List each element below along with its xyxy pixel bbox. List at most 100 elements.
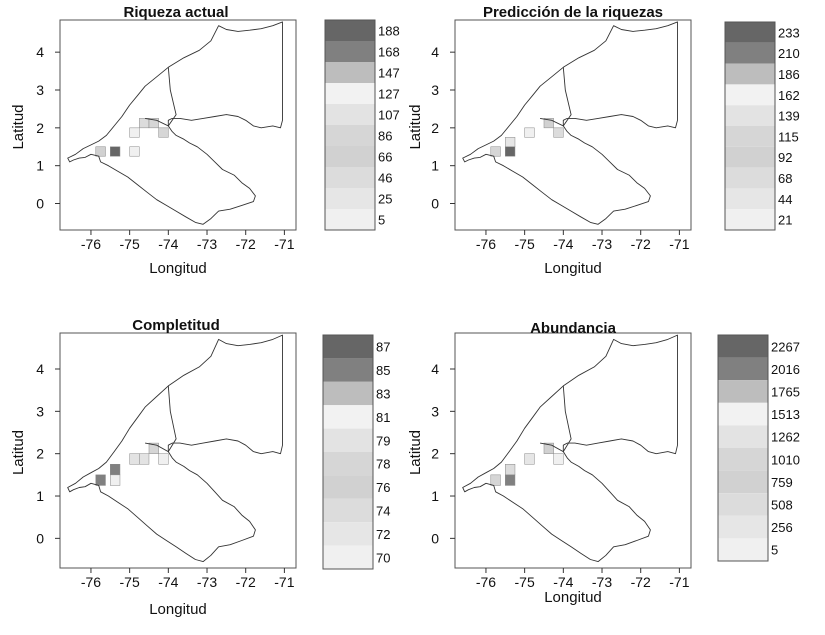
heatmap-cell <box>110 464 121 476</box>
legend-label: 233 <box>778 25 800 40</box>
legend-label: 5 <box>378 213 385 228</box>
heatmap-cell <box>148 118 159 129</box>
legend-swatch <box>725 126 775 147</box>
heatmap-cell <box>148 442 159 454</box>
x-tick-label: -76 <box>476 236 496 252</box>
heatmap-cell <box>129 453 140 465</box>
map-panel-3: -76 -75 -74 -73 -72 -71 0 1 2 3 4 Completitud Longit… <box>10 317 390 618</box>
legend-label: 92 <box>778 150 792 165</box>
legend-swatch <box>323 358 373 382</box>
heatmap-cell <box>95 146 106 157</box>
plot-frame <box>454 332 692 569</box>
heatmap-cell <box>553 453 564 465</box>
x-tick-label: -75 <box>120 574 140 590</box>
x-axis-label: Longitud <box>149 601 207 618</box>
y-tick-label: 3 <box>36 403 44 419</box>
x-tick-label: -76 <box>81 574 101 590</box>
heatmap-cell <box>490 146 501 157</box>
x-tick-label: -72 <box>236 574 256 590</box>
legend-label: 1513 <box>771 407 800 422</box>
heatmap-cell <box>543 118 554 129</box>
legend: 188 168 147 127 107 86 66 46 25 5 <box>324 19 400 231</box>
legend-swatch <box>323 428 373 452</box>
x-tick-label: -75 <box>515 236 535 252</box>
legend-label: 46 <box>378 171 392 186</box>
legend-label: 256 <box>771 520 793 535</box>
legend-label: 1262 <box>771 430 800 445</box>
x-tick-label: -73 <box>197 236 217 252</box>
y-tick-label: 2 <box>36 446 44 462</box>
legend-label: 68 <box>778 171 792 186</box>
legend-label: 66 <box>378 150 392 165</box>
y-axis-label: Latitud <box>10 104 27 149</box>
x-tick-label: -74 <box>553 236 573 252</box>
legend-swatch <box>325 188 375 209</box>
x-tick-label: -74 <box>553 574 573 590</box>
y-tick-label: 3 <box>431 403 439 419</box>
legend-label: 2267 <box>771 339 800 354</box>
legend: 2267 2016 1765 1513 1262 1010 759 508 256 5 <box>717 334 800 562</box>
legend-label: 78 <box>376 457 390 472</box>
x-axis-label: Longitud <box>149 260 207 277</box>
legend-label: 115 <box>778 129 799 144</box>
legend-swatch <box>718 493 768 516</box>
legend-label: 147 <box>378 66 400 81</box>
x-tick-label: -72 <box>631 236 651 252</box>
y-tick-label: 3 <box>36 82 44 98</box>
legend-swatch <box>323 381 373 406</box>
x-axis-label: Longitud <box>544 589 602 606</box>
legend-swatch <box>323 335 373 359</box>
legend-swatch <box>323 405 373 429</box>
map-panel-4: -76 -75 -74 -73 -72 -71 0 1 2 3 4 Abundancia Longitu… <box>407 320 800 606</box>
legend-swatch <box>325 20 375 41</box>
heatmap-cell <box>490 474 501 486</box>
inner-boundary <box>540 67 572 127</box>
legend-swatch <box>725 22 775 43</box>
plot-frame <box>454 19 692 231</box>
inner-boundary <box>145 67 177 127</box>
y-axis-label: Latitud <box>407 104 424 149</box>
plot-frame <box>59 19 297 231</box>
heatmap-cell <box>505 474 516 486</box>
y-tick-label: 1 <box>36 158 44 174</box>
legend-label: 70 <box>376 550 390 565</box>
y-tick-label: 1 <box>431 488 439 504</box>
heatmap-cell <box>110 146 121 157</box>
legend: 233 210 186 162 139 115 92 68 44 21 <box>724 21 800 231</box>
plot-frame <box>59 332 297 569</box>
legend-frame <box>724 21 776 231</box>
heatmap-cell <box>95 474 106 486</box>
y-axis-label: Latitud <box>407 430 424 475</box>
heatmap-cells <box>95 442 169 486</box>
region-outline <box>462 21 678 225</box>
heatmap-cells <box>95 118 169 157</box>
y-tick-label: 2 <box>431 120 439 136</box>
legend-label: 1765 <box>771 385 800 400</box>
heatmap-cell <box>505 137 516 148</box>
heatmap-cell <box>505 464 516 476</box>
x-tick-label: -76 <box>476 574 496 590</box>
legend: 87 85 83 81 79 78 76 74 72 70 <box>322 334 390 570</box>
y-tick-label: 0 <box>36 530 44 546</box>
heatmap-cell <box>158 127 169 138</box>
legend-label: 1010 <box>771 452 800 467</box>
inner-boundary <box>540 385 572 453</box>
heatmap-cell <box>158 453 169 465</box>
region-outline <box>67 21 283 225</box>
legend-label: 186 <box>778 67 800 82</box>
legend-swatch <box>325 104 375 125</box>
legend-swatch <box>725 84 775 106</box>
y-tick-label: 2 <box>431 446 439 462</box>
legend-swatch <box>725 105 775 126</box>
legend-swatch <box>325 62 375 83</box>
x-tick-label: -71 <box>274 574 294 590</box>
heatmap-cell <box>553 127 564 138</box>
legend-swatch <box>325 209 375 230</box>
x-tick-label: -74 <box>158 236 178 252</box>
legend-label: 72 <box>376 527 390 542</box>
legend-label: 210 <box>778 46 800 61</box>
legend-label: 2016 <box>771 362 800 377</box>
legend-frame <box>717 334 769 562</box>
